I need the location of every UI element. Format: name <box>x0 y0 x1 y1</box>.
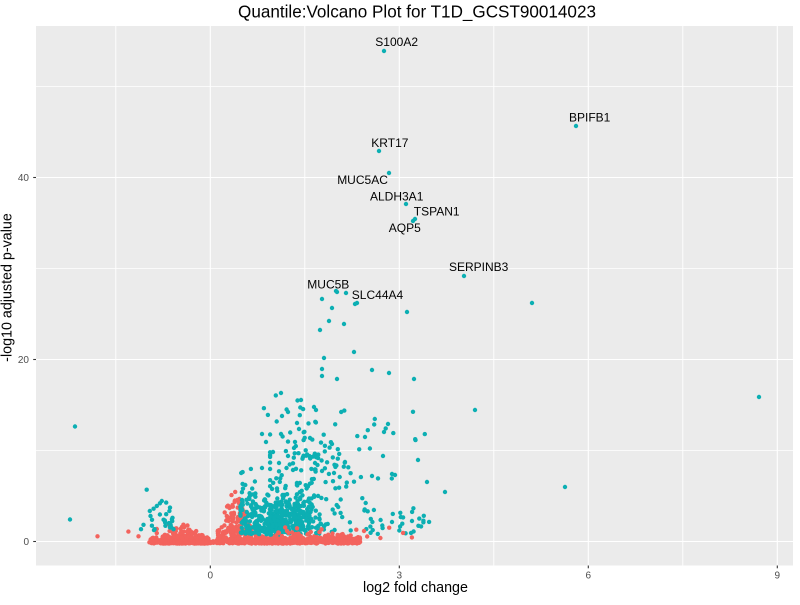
svg-text:6: 6 <box>586 570 592 581</box>
svg-text:0: 0 <box>23 537 29 548</box>
svg-text:MUC5AC: MUC5AC <box>337 173 388 187</box>
svg-text:20: 20 <box>18 355 30 366</box>
svg-text:BPIFB1: BPIFB1 <box>569 111 611 125</box>
svg-text:40: 40 <box>18 173 30 184</box>
svg-text:-log10 adjusted p-value: -log10 adjusted p-value <box>0 213 16 362</box>
svg-text:ALDH3A1: ALDH3A1 <box>370 189 424 203</box>
svg-text:TSPAN1: TSPAN1 <box>414 205 460 219</box>
svg-text:AQP5: AQP5 <box>389 221 421 235</box>
svg-text:3: 3 <box>397 570 403 581</box>
svg-text:9: 9 <box>775 570 781 581</box>
svg-text:SLC44A4: SLC44A4 <box>352 288 404 302</box>
svg-text:Quantile:Volcano Plot for T1D_: Quantile:Volcano Plot for T1D_GCST900140… <box>238 2 596 21</box>
svg-text:KRT17: KRT17 <box>371 136 408 150</box>
svg-text:0: 0 <box>208 570 214 581</box>
svg-text:log2 fold change: log2 fold change <box>363 580 468 596</box>
svg-text:SERPINB3: SERPINB3 <box>449 260 509 274</box>
svg-text:MUC5B: MUC5B <box>307 278 349 292</box>
svg-text:S100A2: S100A2 <box>375 35 418 49</box>
